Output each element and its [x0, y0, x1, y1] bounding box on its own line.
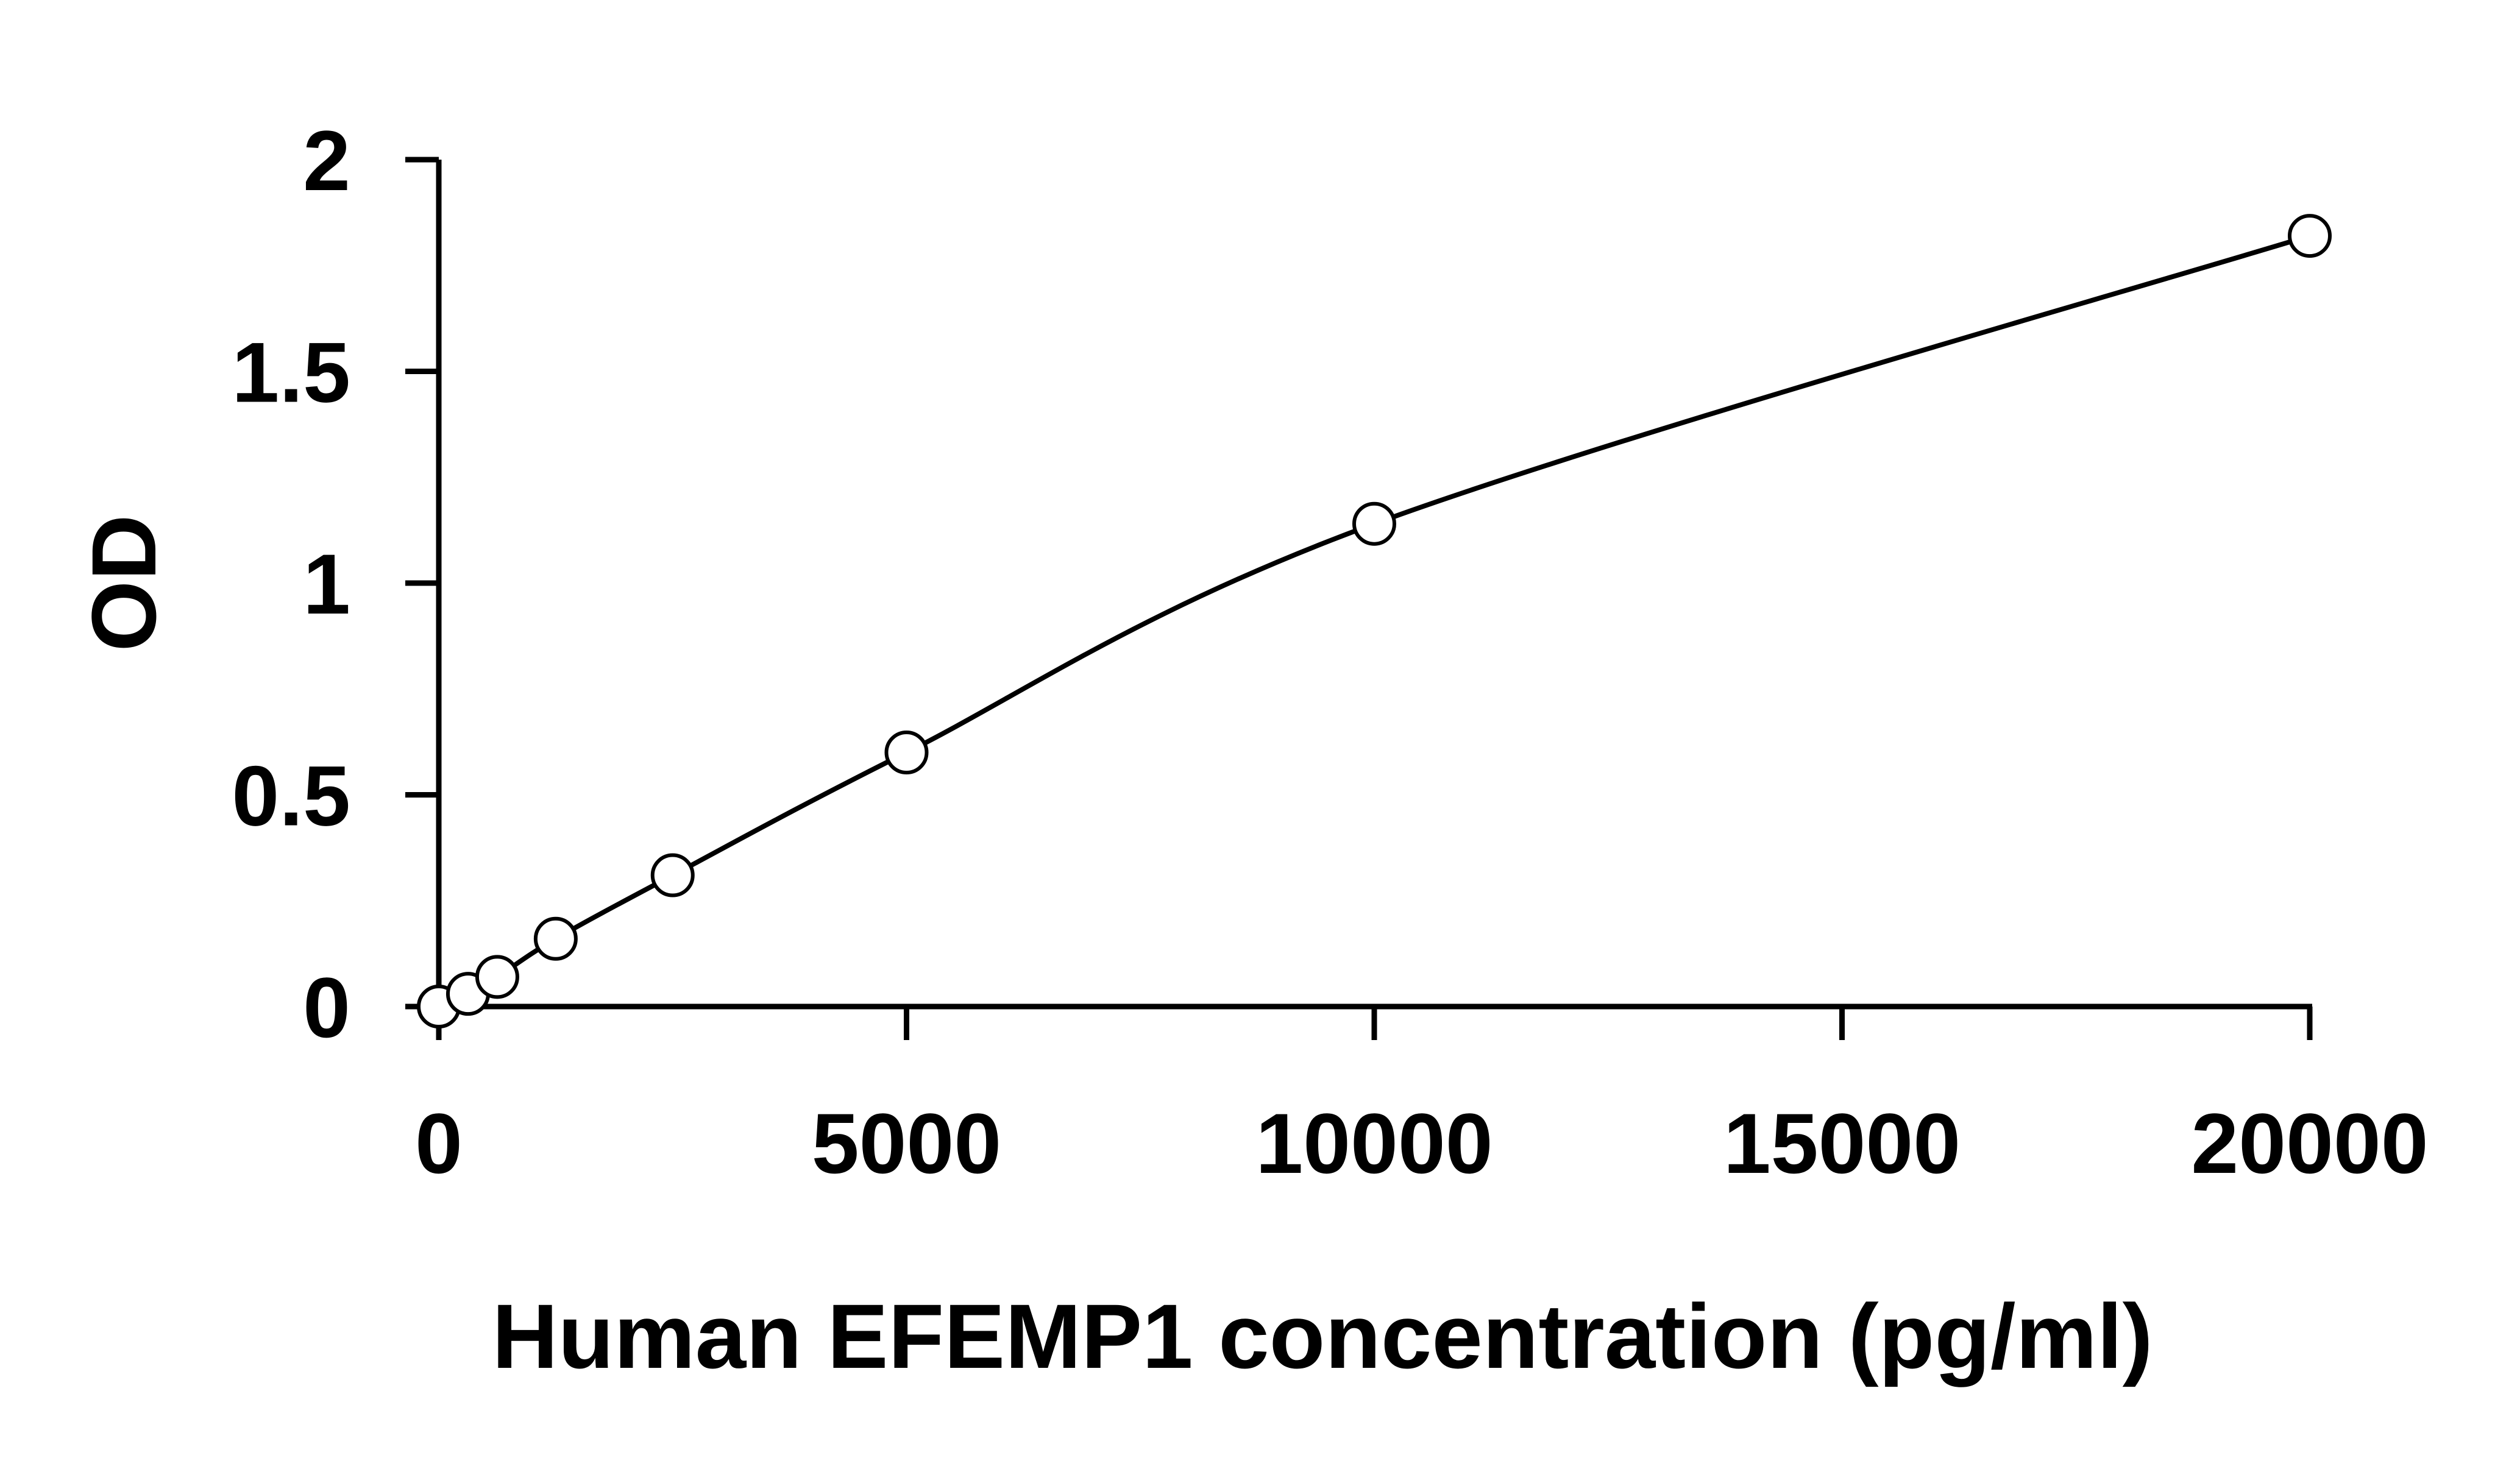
x-axis-title: Human EFEMP1 concentration (pg/ml)	[492, 1285, 2153, 1387]
x-ticks: 0 5000 10000 15000 20000	[415, 1007, 2429, 1191]
data-point	[1352, 501, 1396, 546]
axes	[436, 160, 2312, 1010]
x-tick-label: 15000	[1723, 1095, 1961, 1191]
fit-curve	[438, 233, 2311, 1009]
y-tick-label: 1	[303, 536, 350, 632]
data-points	[417, 214, 2332, 1028]
x-tick-label: 0	[415, 1095, 463, 1191]
y-tick-label: 0	[303, 960, 350, 1055]
x-tick-label: 10000	[1255, 1095, 1492, 1191]
y-tick-label: 1.5	[232, 325, 350, 420]
y-tick-label: 2	[303, 113, 350, 208]
data-point	[475, 955, 519, 999]
data-point	[650, 853, 695, 897]
y-axis-title: OD	[73, 515, 175, 652]
y-tick-label: 0.5	[232, 748, 350, 844]
x-tick-label: 20000	[2191, 1095, 2428, 1191]
data-point	[884, 731, 929, 774]
x-tick-label: 5000	[812, 1095, 1001, 1191]
data-point	[2288, 214, 2332, 258]
data-point	[533, 916, 578, 961]
y-ticks: 0 0.5 1 1.5 2	[232, 113, 439, 1055]
